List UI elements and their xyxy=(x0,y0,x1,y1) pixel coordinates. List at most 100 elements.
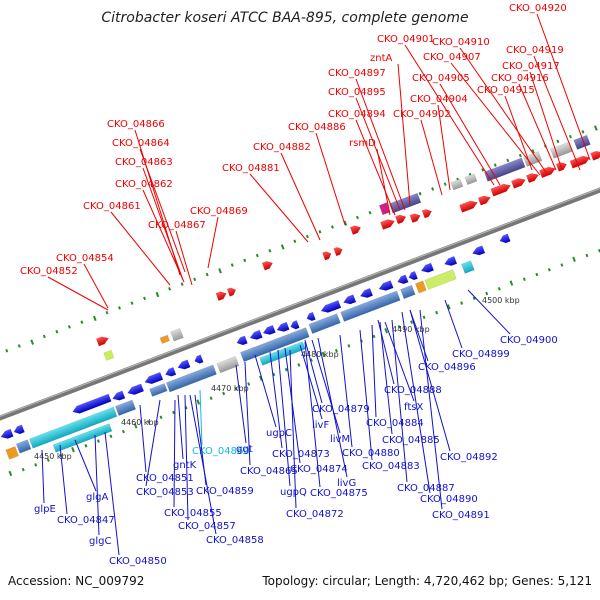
tick-mark xyxy=(180,282,184,286)
gene-label: CKO_04857 xyxy=(178,521,236,532)
tick-mark xyxy=(8,470,13,477)
gene-label: CKO_04872 xyxy=(286,509,344,520)
tick-mark xyxy=(130,301,134,305)
tick-mark xyxy=(272,372,276,377)
tick-mark xyxy=(96,439,100,443)
tick-mark xyxy=(268,249,272,253)
callout-line xyxy=(533,55,581,171)
callout-line xyxy=(355,78,406,211)
gene-label: CKO_04895 xyxy=(328,87,386,98)
reverse-gene xyxy=(421,262,434,273)
callout-line xyxy=(173,399,176,508)
tick-mark xyxy=(506,158,510,163)
reverse-gene xyxy=(112,390,126,401)
gene-label: CKO_04861 xyxy=(83,201,141,212)
gene-label: CKO_04919 xyxy=(506,45,564,56)
gene-label: CKO_04858 xyxy=(206,535,264,546)
tick-mark xyxy=(535,272,539,277)
reverse-gene xyxy=(472,245,486,256)
reverse-gene xyxy=(249,330,263,340)
tick-mark xyxy=(209,396,213,400)
callout-line xyxy=(94,434,100,536)
gene-label: CKO_04851 xyxy=(136,473,194,484)
gene-block xyxy=(29,406,118,449)
reverse-gene xyxy=(236,335,248,345)
gene-block xyxy=(240,327,310,363)
tick-mark xyxy=(21,467,25,472)
gene-label: CKO_04863 xyxy=(115,157,173,168)
gene-label: CKO_04854 xyxy=(56,253,114,264)
scale-labels: 4450 kbp 4460 kbp 4470 kbp 4480 kbp 4490 kbp… xyxy=(34,296,520,461)
callout-line xyxy=(47,276,109,311)
gene-block xyxy=(149,383,168,397)
genome-backbone-highlight xyxy=(0,174,600,425)
gene-block xyxy=(461,260,475,274)
gene-block xyxy=(308,313,341,334)
tick-mark xyxy=(34,463,38,467)
gene-label: CKO_04888 xyxy=(384,385,442,396)
gene-label: CKO_04886 xyxy=(288,122,346,133)
callout-line xyxy=(518,83,557,171)
tick-mark xyxy=(330,225,334,229)
forward-gene xyxy=(333,247,343,256)
gene-label: CKO_04859 xyxy=(196,486,254,497)
gene-label: gntK xyxy=(173,460,197,471)
callout-line xyxy=(384,321,415,402)
gene-block xyxy=(388,192,422,214)
callout-line xyxy=(184,394,189,521)
reverse-gene xyxy=(397,274,409,284)
tick-mark xyxy=(472,296,476,301)
forward-gene xyxy=(322,251,332,261)
forward-gene xyxy=(395,214,406,225)
callout-line xyxy=(536,13,591,161)
gene-label: ugpC xyxy=(266,428,292,439)
callout-line xyxy=(189,394,217,535)
callout-line xyxy=(359,329,373,461)
tick-mark xyxy=(92,315,97,322)
callout-line xyxy=(254,354,277,428)
gene-block xyxy=(5,446,19,460)
tick-mark xyxy=(343,220,348,226)
summary-text: Topology: circular; Length: 4,720,462 bp… xyxy=(261,574,592,588)
tick-mark xyxy=(133,423,138,429)
gene-block xyxy=(340,290,401,322)
forward-gene xyxy=(421,209,432,219)
gene-label: CKO_04897 xyxy=(328,68,386,79)
scale-label: 4470 kbp xyxy=(211,384,249,393)
callout-line xyxy=(376,148,391,216)
tick-mark xyxy=(522,277,526,282)
gene-label: livM xyxy=(330,434,350,445)
callout-line xyxy=(529,71,563,171)
tick-mark xyxy=(46,458,50,462)
callout-line xyxy=(145,399,161,487)
tick-mark xyxy=(71,446,75,453)
gene-label: CKO_04860 xyxy=(192,446,250,457)
tick-mark xyxy=(518,153,522,158)
forward-gene xyxy=(350,225,361,235)
reverse-gene xyxy=(408,271,418,281)
tick-mark xyxy=(372,334,376,339)
tick-mark xyxy=(234,386,238,391)
map-title: Citrobacter koseri ATCC BAA-895, complet… xyxy=(101,10,468,26)
gene-block xyxy=(165,364,217,393)
gene-label: CKO_04916 xyxy=(491,73,549,84)
callout-line xyxy=(199,389,203,446)
tick-mark xyxy=(356,215,359,220)
forward-gene xyxy=(539,166,556,178)
callout-line xyxy=(409,309,451,452)
gene-label: CKO_04904 xyxy=(410,94,468,105)
callout-line xyxy=(439,83,501,186)
scale-ticks xyxy=(5,125,600,477)
gene-label: CKO_04850 xyxy=(109,556,167,567)
reverse-gene xyxy=(276,321,290,332)
tick-mark xyxy=(410,320,414,324)
gene-label: CKO_04917 xyxy=(502,61,560,72)
tick-mark xyxy=(118,306,121,310)
reverse-gene xyxy=(306,312,316,321)
tick-mark xyxy=(55,329,59,334)
reverse-gene xyxy=(343,294,357,305)
callout-line xyxy=(235,364,247,444)
tick-mark xyxy=(581,130,585,134)
gene-label: CKO_04902 xyxy=(393,109,451,120)
gene-label: CKO_04894 xyxy=(328,109,386,120)
